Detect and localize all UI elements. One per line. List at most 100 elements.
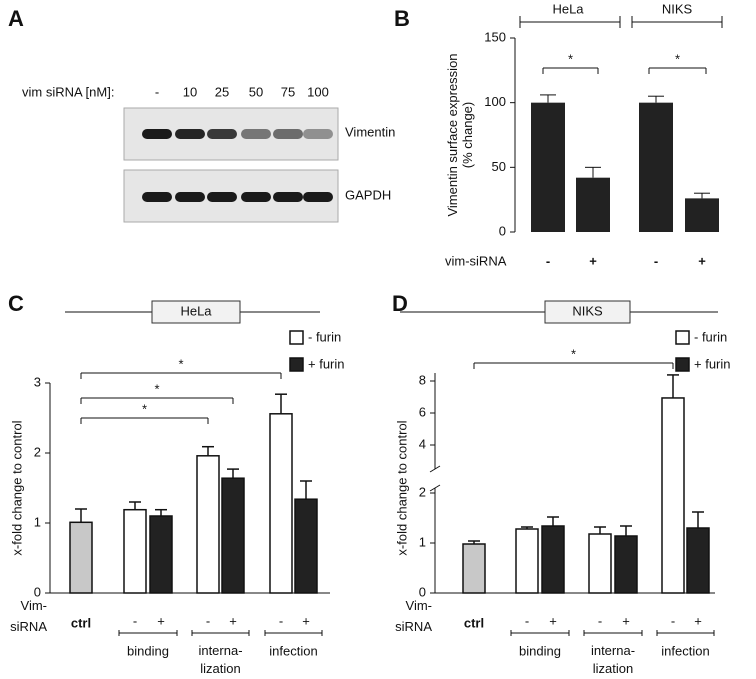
bar	[686, 527, 710, 594]
axis-break	[429, 465, 441, 473]
chart-title: HeLa	[180, 303, 212, 318]
bar	[269, 413, 293, 594]
title-box	[151, 300, 241, 324]
blot-band	[175, 192, 205, 202]
blot-band	[303, 129, 333, 139]
legend-label: - furin	[694, 329, 727, 344]
blot-band	[207, 192, 237, 202]
legend-swatch	[675, 357, 690, 372]
sign-label: +	[229, 613, 237, 628]
y-tick-label: 8	[419, 372, 426, 387]
sig-label: *	[154, 381, 159, 396]
bar	[462, 543, 486, 594]
blot-band	[207, 129, 237, 139]
bar	[576, 177, 610, 232]
sign-label: -	[279, 613, 283, 628]
category-label: interna-lization	[198, 643, 242, 676]
y-tick-label: 1	[34, 514, 41, 529]
blot-band	[175, 129, 205, 139]
x-axis-label: Vim-siRNA	[10, 598, 47, 634]
sign-label: -	[598, 613, 602, 628]
x-tick-label: +	[589, 253, 597, 268]
sig-label: *	[571, 346, 576, 361]
x-tick-label: -	[546, 253, 550, 268]
sign-label: -	[206, 613, 210, 628]
y-axis-label: x-fold change to control	[394, 420, 409, 555]
lane-label: 10	[183, 84, 197, 99]
sign-label: +	[694, 613, 702, 628]
control-label: ctrl	[464, 615, 484, 630]
blot-band	[241, 129, 271, 139]
blot-band	[142, 129, 172, 139]
y-tick-label: 1	[419, 534, 426, 549]
bar	[685, 198, 719, 232]
title-box	[544, 300, 631, 324]
sign-label: +	[302, 613, 310, 628]
chart-title: NIKS	[572, 303, 603, 318]
bar	[294, 498, 318, 594]
lane-label: 75	[281, 84, 295, 99]
y-tick-label: 0	[499, 223, 506, 238]
sign-label: +	[549, 613, 557, 628]
blot-band	[273, 129, 303, 139]
category-label: infection	[269, 643, 317, 658]
panel-letter: A	[8, 6, 24, 31]
category-label: interna-lization	[591, 643, 635, 676]
y-tick-label: 100	[484, 94, 506, 109]
bar	[531, 102, 565, 233]
sig-label: *	[142, 401, 147, 416]
y-tick-label: 6	[419, 404, 426, 419]
panel-letter: C	[8, 291, 24, 316]
x-tick-label: +	[698, 253, 706, 268]
y-axis-label: x-fold change to control	[9, 420, 24, 555]
y-tick-label: 0	[34, 584, 41, 599]
bar	[588, 533, 612, 594]
blot-band	[142, 192, 172, 202]
blot-band	[241, 192, 271, 202]
lane-label: 100	[307, 84, 329, 99]
y-tick-label: 50	[492, 159, 506, 174]
y-tick-label: 0	[419, 584, 426, 599]
lane-label: -	[155, 84, 159, 99]
control-label: ctrl	[71, 615, 91, 630]
sig-label: *	[568, 51, 573, 66]
y-tick-label: 4	[419, 436, 426, 451]
bar	[221, 477, 245, 594]
bar	[69, 521, 93, 594]
legend-label: + furin	[308, 356, 345, 371]
bar	[196, 455, 220, 594]
bar	[149, 515, 173, 594]
sig-label: *	[675, 51, 680, 66]
sign-label: -	[525, 613, 529, 628]
category-label: binding	[127, 643, 169, 658]
sign-label: +	[157, 613, 165, 628]
legend-swatch	[675, 330, 690, 345]
sign-label: -	[133, 613, 137, 628]
group-label: NIKS	[662, 1, 693, 16]
y-axis-label: Vimentin surface expression(% change)	[445, 53, 475, 216]
category-label: infection	[661, 643, 709, 658]
y-tick-label: 3	[34, 374, 41, 389]
x-axis-label: Vim-siRNA	[395, 598, 432, 634]
bar	[639, 102, 673, 233]
category-label: binding	[519, 643, 561, 658]
blot-band	[273, 192, 303, 202]
legend-swatch	[289, 357, 304, 372]
y-tick-label: 2	[419, 484, 426, 499]
legend-swatch	[289, 330, 304, 345]
bar	[515, 528, 539, 594]
axis-break	[429, 484, 441, 492]
y-tick-label: 150	[484, 29, 506, 44]
bar	[614, 535, 638, 594]
bar	[541, 525, 565, 594]
legend-label: + furin	[694, 356, 731, 371]
sign-label: +	[622, 613, 630, 628]
sig-label: *	[178, 356, 183, 371]
panel-letter: D	[392, 291, 408, 316]
blot-row-label: Vimentin	[345, 124, 395, 139]
blot-label: vim siRNA [nM]:	[22, 84, 114, 99]
group-label: HeLa	[552, 1, 584, 16]
y-tick-label: 2	[34, 444, 41, 459]
x-tick-label: -	[654, 253, 658, 268]
